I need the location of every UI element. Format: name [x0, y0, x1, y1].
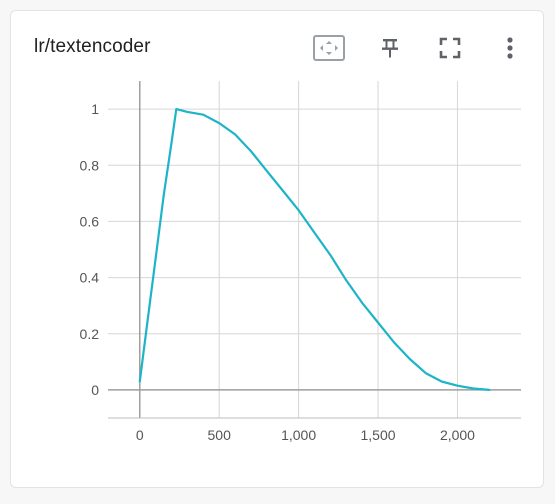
pin-icon — [382, 39, 398, 58]
more-options-button[interactable] — [493, 33, 527, 63]
y-tick-label: 0.6 — [80, 213, 100, 229]
x-tick-label: 0 — [136, 427, 144, 443]
x-tick-label: 2,000 — [440, 427, 475, 443]
card-header: lr/textencoder — [11, 11, 543, 81]
x-tick-label: 1,000 — [281, 427, 316, 443]
y-tick-label: 0.2 — [80, 326, 100, 342]
x-tick-label: 1,500 — [361, 427, 396, 443]
chart-title: lr/textencoder — [34, 36, 151, 57]
fullscreen-button[interactable] — [433, 33, 467, 63]
chart-card: lr/textencoder — [10, 10, 544, 488]
series-line — [138, 107, 491, 391]
fullscreen-icon — [439, 37, 461, 59]
x-tick-label: 500 — [208, 427, 232, 443]
more-vert-icon — [507, 37, 513, 59]
fit-to-data-icon — [313, 35, 345, 61]
y-tick-label: 0 — [91, 382, 99, 398]
y-tick-label: 1 — [91, 101, 99, 117]
fit-to-data-button[interactable] — [312, 33, 346, 63]
pin-button[interactable] — [373, 33, 407, 63]
y-tick-label: 0.4 — [80, 270, 100, 286]
y-tick-label: 0.8 — [80, 157, 100, 173]
